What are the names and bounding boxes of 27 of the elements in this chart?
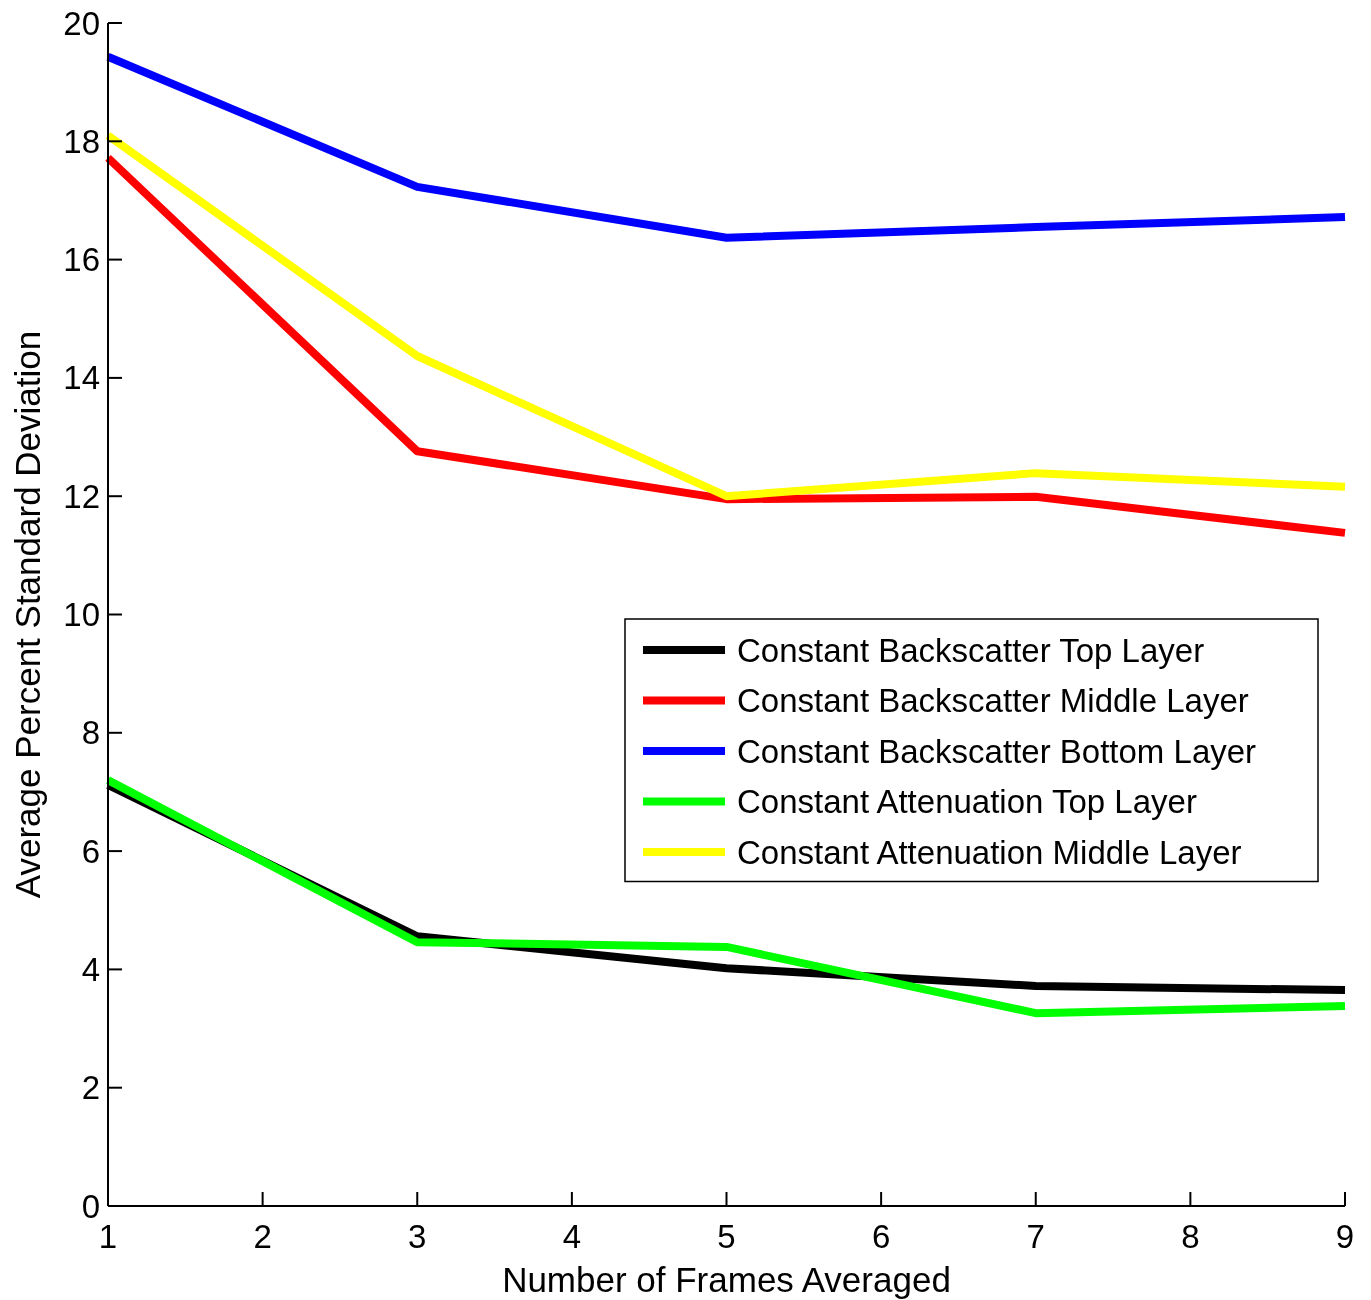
- x-tick-label: 8: [1181, 1218, 1200, 1255]
- y-tick-label: 10: [63, 596, 100, 633]
- y-tick-label: 4: [81, 950, 100, 988]
- x-tick-label: 1: [98, 1218, 118, 1255]
- x-tick-label: 6: [871, 1218, 891, 1255]
- x-tick-label: 7: [1026, 1218, 1045, 1255]
- y-tick-label: 12: [63, 477, 100, 515]
- legend-label: Constant Attenuation Top Layer: [737, 783, 1197, 820]
- x-tick-label: 2: [253, 1218, 272, 1255]
- legend-label: Constant Attenuation Middle Layer: [737, 833, 1242, 871]
- x-axis-title: Number of Frames Averaged: [502, 1260, 951, 1299]
- y-tick-label: 16: [63, 241, 100, 279]
- x-tick-label: 3: [408, 1218, 427, 1255]
- x-tick-label: 5: [717, 1218, 736, 1255]
- y-tick-label: 14: [63, 359, 100, 397]
- y-tick-label: 18: [63, 122, 100, 160]
- y-axis-title: Average Percent Standard Deviation: [8, 330, 47, 899]
- legend-label: Constant Backscatter Bottom Layer: [737, 732, 1257, 770]
- y-tick-label: 2: [81, 1069, 100, 1107]
- y-tick-label: 6: [81, 832, 100, 870]
- legend-label: Constant Backscatter Top Layer: [737, 631, 1205, 669]
- y-tick-label: 0: [81, 1187, 100, 1225]
- x-tick-label: 9: [1335, 1218, 1355, 1255]
- x-tick-label: 4: [562, 1218, 582, 1255]
- y-tick-label: 20: [63, 4, 100, 42]
- y-tick-label: 8: [81, 714, 100, 752]
- legend-label: Constant Backscatter Middle Layer: [737, 682, 1249, 719]
